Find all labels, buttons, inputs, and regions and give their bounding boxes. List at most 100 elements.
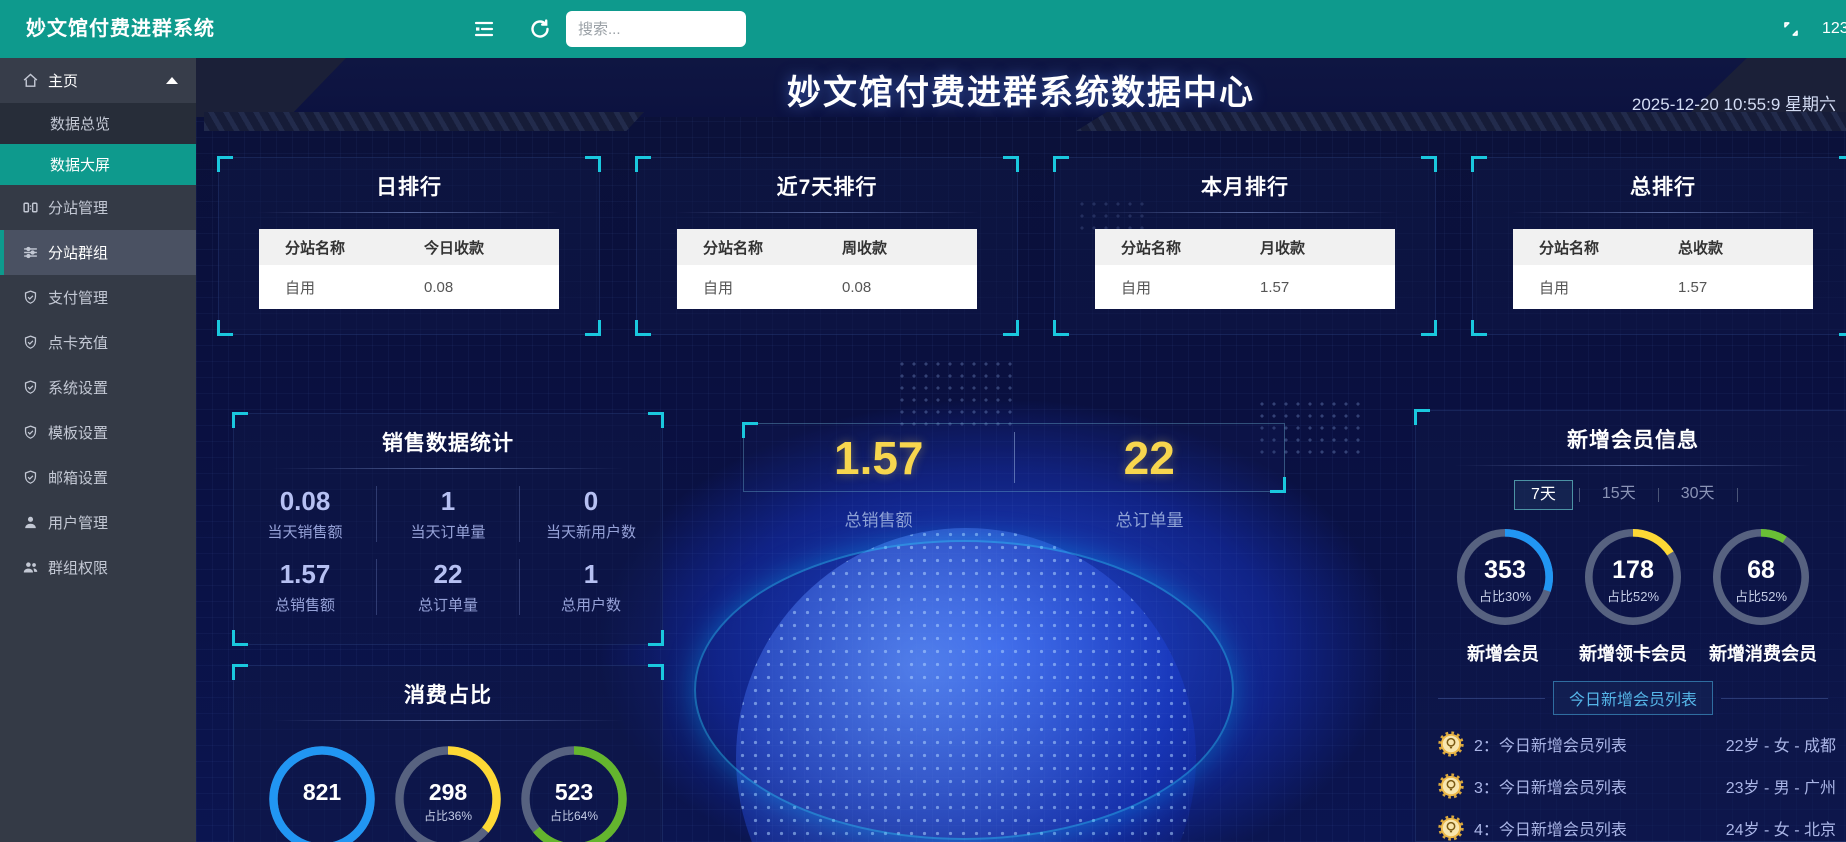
sidebar-item-data-screen[interactable]: 数据大屏	[0, 144, 196, 185]
donut-chart: 821	[266, 743, 378, 842]
tab-7-days[interactable]: 7天	[1514, 480, 1573, 510]
table-header: 分站名称 周收款	[677, 229, 977, 265]
sidebar-item-payment-manage[interactable]: 支付管理	[0, 275, 196, 320]
sidebar-item-card-recharge[interactable]: 点卡充值	[0, 320, 196, 365]
username[interactable]: 123	[1822, 20, 1846, 37]
corner-bracket	[635, 156, 651, 172]
sidebar-item-mail-settings[interactable]: 邮箱设置	[0, 455, 196, 500]
sidebar-item-template-settings[interactable]: 模板设置	[0, 410, 196, 455]
cell-site-name: 自用	[1121, 279, 1152, 297]
chevron-up-icon	[166, 77, 178, 84]
column-header: 分站名称	[1121, 239, 1182, 257]
today-members-list-button[interactable]: 今日新增会员列表	[1553, 681, 1714, 715]
divider	[675, 212, 979, 213]
cell-amount: 1.57	[1678, 278, 1708, 296]
sidebar-item-label: 数据大屏	[50, 157, 111, 174]
corner-bracket	[648, 412, 664, 428]
search-input[interactable]	[566, 11, 746, 47]
corner-bracket	[1839, 156, 1846, 172]
rank-card-total: 总排行 分站名称 总收款 自用 1.57	[1471, 156, 1846, 336]
stat-label: 总订单量	[417, 597, 478, 614]
consumption-share-card: 消费占比 821 298 占比36%	[232, 664, 664, 842]
sidebar-item-home[interactable]: 主页	[0, 58, 196, 103]
table-row: 自用 1.57	[1095, 265, 1395, 309]
cell-amount: 0.08	[842, 278, 872, 296]
table-row: 自用 1.57	[1513, 265, 1813, 309]
corner-bracket	[648, 664, 664, 680]
collapse-menu-icon[interactable]	[472, 17, 496, 41]
datetime: 2025-12-20 10:55:9 星期六	[1631, 95, 1836, 114]
list-item: 3：今日新增会员列表 23岁 - 男 - 广州	[1416, 765, 1846, 807]
refresh-icon[interactable]	[528, 17, 552, 41]
column-header: 月收款	[1260, 239, 1306, 257]
list-item-info: 22岁 - 女 - 成都	[1725, 738, 1836, 755]
rank-table: 分站名称 今日收款 自用 0.08	[259, 229, 559, 309]
sidebar-item-system-settings[interactable]: 系统设置	[0, 365, 196, 410]
hatch-decoration-left	[204, 112, 644, 131]
column-header: 分站名称	[1539, 239, 1600, 257]
fullscreen-icon[interactable]	[1782, 20, 1800, 38]
list-item-info: 24岁 - 女 - 北京	[1725, 822, 1836, 839]
sidebar-item-label: 数据总览	[50, 116, 111, 133]
total-sales-label: 总销售额	[844, 511, 913, 530]
lightbulb-icon	[1438, 731, 1464, 757]
table-row: 自用 0.08	[259, 265, 559, 309]
cell-amount: 1.57	[1260, 278, 1290, 296]
corner-bracket	[1471, 156, 1487, 172]
columns-icon	[22, 199, 39, 216]
consumption-donuts: 821 298 占比36% 523	[234, 743, 662, 842]
corner-bracket	[217, 320, 233, 336]
donut-label: 新增消费会员	[1709, 644, 1817, 664]
dashboard-main: 妙文馆付费进群系统数据中心 2025-12-20 10:55:9 星期六 日排行…	[196, 58, 1846, 842]
shield-check-icon	[22, 469, 39, 486]
column-header: 今日收款	[424, 239, 485, 257]
sidebar-item-group-permission[interactable]: 群组权限	[0, 545, 196, 590]
corner-bracket	[635, 320, 651, 336]
stat-label: 当天订单量	[410, 524, 486, 541]
rank-card-title: 本月排行	[1201, 176, 1289, 199]
rank-card-title: 总排行	[1630, 176, 1696, 199]
divider	[1093, 212, 1397, 213]
hatch-decoration-right	[1076, 112, 1846, 131]
donut-value: 298	[428, 779, 468, 805]
tab-30-days[interactable]: 30天	[1680, 485, 1715, 502]
sidebar-item-label: 分站群组	[48, 245, 109, 262]
home-icon	[22, 72, 39, 89]
donut-value: 178	[1612, 556, 1654, 584]
sidebar-item-substation-group[interactable]: 分站群组	[0, 230, 196, 275]
stats-row: 0.08 当天销售额 1 当天订单量 0 当天新用户数	[234, 486, 662, 542]
cell-site-name: 自用	[703, 279, 734, 297]
sidebar-item-user-manage[interactable]: 用户管理	[0, 500, 196, 545]
totals-labels: 总销售额 总订单量	[743, 506, 1285, 531]
corner-bracket	[1270, 477, 1286, 493]
tab-15-days[interactable]: 15天	[1601, 485, 1636, 502]
sidebar-item-label: 邮箱设置	[48, 470, 109, 487]
sidebar-item-label: 分站管理	[48, 200, 109, 217]
stat-today-sales: 0.08 当天销售额	[234, 486, 377, 542]
donut-share: 占比30%	[1478, 589, 1532, 604]
sidebar-item-substation-manage[interactable]: 分站管理	[0, 185, 196, 230]
sidebar-item-data-overview[interactable]: 数据总览	[0, 103, 196, 144]
totals-box: 1.57 22	[742, 422, 1286, 493]
dashboard-header: 妙文馆付费进群系统数据中心 2025-12-20 10:55:9 星期六	[196, 58, 1846, 117]
total-sales: 1.57	[744, 424, 1014, 491]
sidebar-item-label: 用户管理	[48, 515, 109, 532]
rank-card-daily: 日排行 分站名称 今日收款 自用 0.08	[217, 156, 601, 336]
rank-table: 分站名称 周收款 自用 0.08	[677, 229, 977, 309]
stat-total-sales: 1.57 总销售额	[234, 559, 377, 615]
members-donut-labels: 新增会员 新增领卡会员 新增消费会员	[1416, 640, 1846, 666]
list-item-text: 4：今日新增会员列表	[1474, 822, 1627, 839]
shield-check-icon	[22, 424, 39, 441]
shield-check-icon	[22, 334, 39, 351]
shield-check-icon	[22, 379, 39, 396]
sales-stats-card: 销售数据统计 0.08 当天销售额 1 当天订单量 0 当天新用户数 1.57	[232, 412, 664, 646]
user-icon	[22, 514, 39, 531]
lightbulb-icon	[1438, 815, 1464, 841]
corner-bracket	[742, 422, 758, 438]
stat-total-users: 1 总用户数	[520, 559, 662, 615]
stat-label: 总用户数	[560, 597, 621, 614]
total-orders-value: 22	[1123, 431, 1175, 484]
total-orders: 22	[1015, 424, 1285, 491]
donut-share: 占比52%	[1734, 589, 1788, 604]
